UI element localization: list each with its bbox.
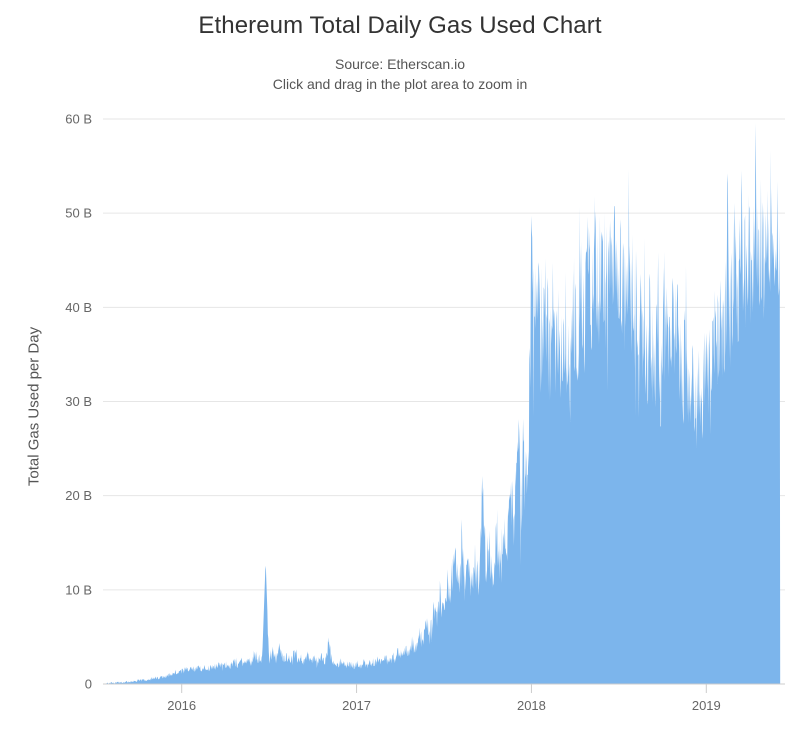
x-axis-tick-label: 2017 <box>342 698 371 713</box>
y-axis-tick-labels: 0 10 B 20 B 30 B 40 B 50 B 60 B <box>65 112 92 692</box>
chart-subtitle-source: Source: Etherscan.io <box>335 56 465 72</box>
x-axis-tick-labels: 2016 2017 2018 2019 <box>167 698 721 713</box>
y-axis-tick-label: 60 B <box>65 112 92 127</box>
y-axis-tick-label: 0 <box>85 677 92 692</box>
chart-subtitle: Source: Etherscan.io Click and drag in t… <box>0 54 800 94</box>
y-axis-tick-label: 30 B <box>65 394 92 409</box>
area-series-fill[interactable] <box>103 123 785 684</box>
x-axis-ticks <box>181 684 707 693</box>
x-axis-tick-label: 2016 <box>167 698 196 713</box>
chart-subtitle-zoom-hint: Click and drag in the plot area to zoom … <box>272 76 528 92</box>
y-axis-tick-label: 20 B <box>65 488 92 503</box>
x-axis-tick-label: 2018 <box>517 698 546 713</box>
chart-title: Ethereum Total Daily Gas Used Chart <box>198 12 602 39</box>
y-axis-tick-label: 40 B <box>65 300 92 315</box>
x-axis-tick-label: 2019 <box>692 698 721 713</box>
gridlines <box>103 118 785 591</box>
y-axis-tick-label: 10 B <box>65 582 92 597</box>
y-axis-tick-label: 50 B <box>65 206 92 221</box>
